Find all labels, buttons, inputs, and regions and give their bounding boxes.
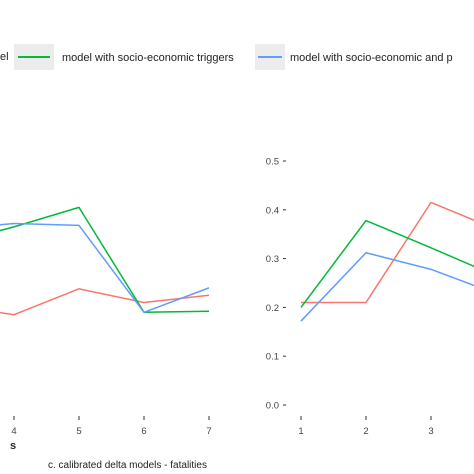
y-tick-label: 0.5 (266, 157, 279, 168)
legend-label-1: el (0, 51, 9, 63)
y-tick-label: 0.4 (266, 205, 279, 216)
right-panel: 0.0 0.1 0.2 0.3 0.4 0.5 1 2 3 (266, 157, 474, 437)
left-panel: 4 5 6 7 (0, 206, 212, 437)
series-line-1 (301, 201, 474, 304)
x-tick-label: 5 (76, 426, 81, 437)
y-tick-label: 0.2 (266, 303, 279, 314)
legend-label-3: model with socio-economic and p (290, 52, 453, 64)
series-line-3 (300, 251, 474, 322)
x-tick-label: 7 (206, 426, 211, 437)
series-line-2 (0, 206, 210, 314)
series-line-2 (300, 219, 474, 308)
legend: el model with socio-economic triggers mo… (0, 44, 453, 70)
y-tick-label: 0.1 (266, 352, 279, 363)
x-tick-label: 2 (363, 426, 368, 437)
x-tick-label: 6 (141, 426, 146, 437)
x-tick-label: 4 (11, 426, 16, 437)
x-tick-label: 3 (428, 426, 433, 437)
legend-label-2: model with socio-economic triggers (62, 52, 234, 64)
y-tick-label: 0.3 (266, 254, 279, 265)
figure-caption: c. calibrated delta models - fatalities (48, 460, 207, 471)
y-tick-label: 0.0 (266, 401, 279, 412)
series-line-3 (0, 222, 210, 314)
left-x-axis-title: s (10, 440, 16, 452)
x-tick-label: 1 (298, 426, 303, 437)
series-line-1 (0, 288, 210, 316)
